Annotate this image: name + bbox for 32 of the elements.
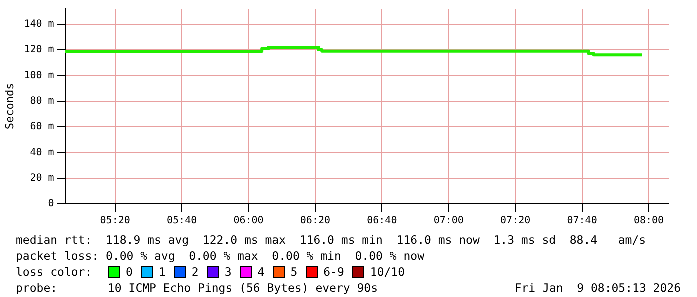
x-tick-label: 06:40 — [367, 216, 398, 227]
y-tick-label: 100 m — [24, 70, 54, 82]
y-tick-label: 80 m — [30, 96, 54, 107]
x-tick-label: 05:20 — [100, 216, 130, 227]
text: loss color: — [16, 264, 94, 280]
text: 6-9 — [324, 264, 344, 280]
text: 4 — [258, 264, 265, 280]
text: 2 — [192, 264, 199, 280]
x-tick-label: 07:00 — [434, 216, 464, 227]
x-tick-label: 06:00 — [234, 216, 264, 227]
text: probe: — [16, 280, 59, 296]
text: 3 — [224, 264, 232, 280]
y-tick-label: 40 m — [30, 147, 54, 158]
text: 1 — [158, 264, 166, 280]
y-tick-label: 140 m — [24, 18, 54, 30]
text: 10/10 — [370, 264, 406, 280]
y-tick-label: 20 m — [30, 172, 54, 184]
x-tick-label: 07:20 — [500, 216, 531, 227]
x-tick-label: 06:20 — [300, 216, 331, 227]
text: 0 — [126, 264, 133, 280]
y-axis-title: Seconds — [3, 83, 16, 130]
y-tick-label: 0 — [48, 198, 54, 210]
y-tick-label: 120 m — [24, 44, 54, 56]
text: median rtt: 118.9 ms avg 122.0 ms max 116.0 ms min 116.0 ms now 1.3 ms sd 88.4 am/s — [16, 232, 648, 248]
text: 5 — [290, 264, 298, 280]
text: Fri Jan 9 08:05:13 2026 — [514, 280, 681, 296]
x-tick-label: 08:00 — [634, 216, 664, 227]
x-tick-label: 07:40 — [567, 216, 598, 227]
x-tick-label: 05:40 — [166, 216, 198, 227]
y-tick-label: 60 m — [30, 122, 54, 133]
text: 10 ICMP Echo Pings (56 Bytes) every 90s — [108, 281, 378, 295]
text: packet loss: 0.00 % avg 0.00 % max 0.00 % min 0.00 % now — [16, 248, 426, 264]
